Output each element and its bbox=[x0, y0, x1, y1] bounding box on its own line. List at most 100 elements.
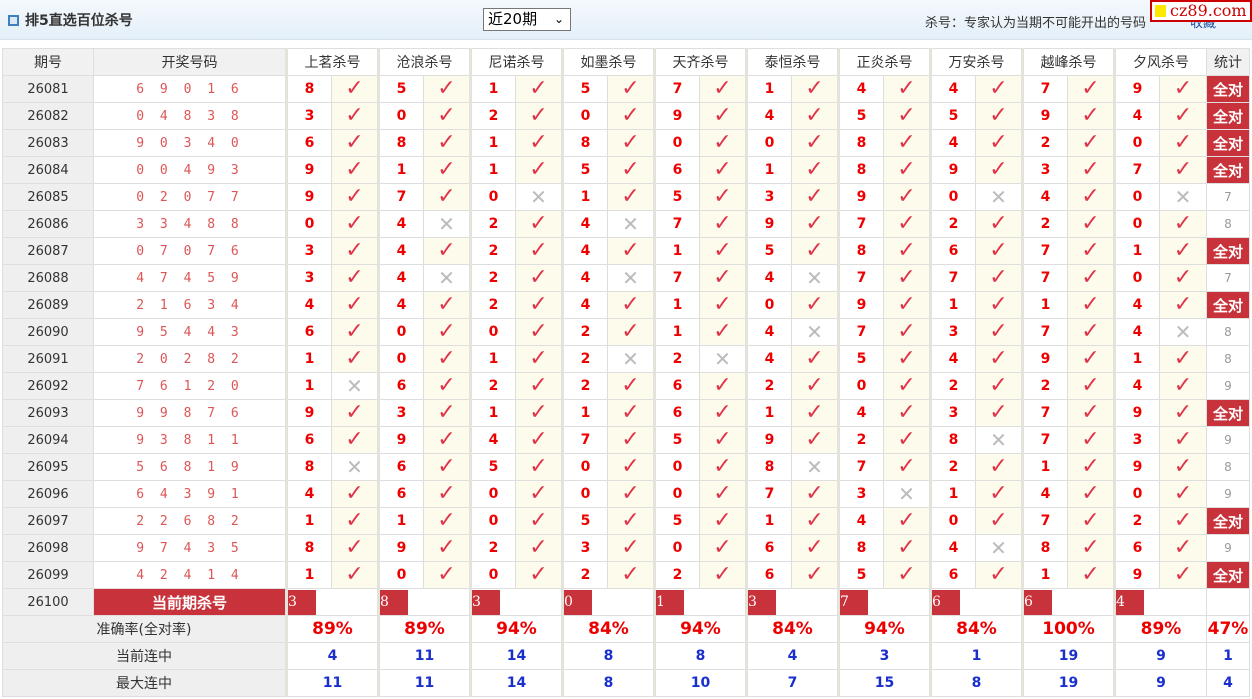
kill-number: 1 bbox=[285, 561, 332, 589]
kill-number: 0 bbox=[561, 480, 608, 508]
result-cell: ✓ bbox=[423, 345, 471, 373]
summary-value: 89% bbox=[1113, 615, 1207, 643]
current-kill-number: 1 bbox=[657, 589, 684, 615]
kill-number: 1 bbox=[469, 129, 516, 157]
check-icon: ✓ bbox=[621, 373, 640, 398]
check-icon: ✓ bbox=[345, 481, 364, 506]
draw-numbers: 0 2 0 7 7 bbox=[93, 183, 287, 211]
check-icon: ✓ bbox=[345, 562, 364, 587]
result-cell: ✓ bbox=[607, 561, 655, 589]
top-bar: 排5直选百位杀号 近20期 ⌄ 杀号：专家认为当期不可能开出的号码 收藏 cz89… bbox=[0, 0, 1252, 40]
kill-number: 2 bbox=[653, 561, 700, 589]
kill-number: 6 bbox=[285, 426, 332, 454]
result-cell: ✓ bbox=[607, 129, 655, 157]
check-icon: ✓ bbox=[1081, 211, 1100, 236]
kill-number: 4 bbox=[377, 237, 424, 265]
summary-value: 100% bbox=[1021, 615, 1115, 643]
check-icon: ✓ bbox=[621, 427, 640, 452]
check-icon: ✓ bbox=[1173, 265, 1193, 290]
kill-number: 0 bbox=[745, 291, 792, 319]
result-cell: ✓ bbox=[1159, 210, 1207, 238]
check-icon: ✓ bbox=[345, 292, 364, 317]
issue-number: 26086 bbox=[2, 210, 94, 238]
check-icon: ✓ bbox=[805, 373, 824, 398]
draw-numbers: 6 4 3 9 1 bbox=[93, 480, 287, 508]
result-cell: ✓ bbox=[1159, 291, 1207, 319]
table-row: 26082 0 4 8 3 8 3 ✓ 0 ✓ 2 ✓ 0 ✓ 9 ✓ 4 ✓ 5 ✓ 5 ✓ 9 ✓ 4 ✓ 全对 bbox=[2, 102, 1250, 130]
current-kill-number: 8 bbox=[381, 589, 408, 615]
result-cell: ✓ bbox=[423, 372, 471, 400]
result-cell: ✓ bbox=[975, 345, 1023, 373]
result-cell: ✓ bbox=[883, 183, 931, 211]
header-expert: 泰恒杀号 bbox=[745, 48, 839, 76]
result-cell: ✓ bbox=[331, 534, 379, 562]
table-row: 26083 9 0 3 4 0 6 ✓ 8 ✓ 1 ✓ 8 ✓ 0 ✓ 0 ✓ 8 ✓ 4 ✓ 2 ✓ 0 ✓ 全对 bbox=[2, 129, 1250, 157]
summary-value: 84% bbox=[929, 615, 1023, 643]
kill-number: 1 bbox=[929, 480, 976, 508]
table-row: 26097 2 2 6 8 2 1 ✓ 1 ✓ 0 ✓ 5 ✓ 5 ✓ 1 ✓ 4 ✓ 0 ✓ 7 ✓ 2 ✓ 全对 bbox=[2, 507, 1250, 535]
kill-number: 5 bbox=[469, 453, 516, 481]
kill-number: 7 bbox=[745, 480, 792, 508]
kill-number: 2 bbox=[469, 210, 516, 238]
result-cell: ✓ bbox=[1067, 453, 1115, 481]
kill-number: 0 bbox=[469, 480, 516, 508]
result-cell: ✓ bbox=[1067, 345, 1115, 373]
cross-icon: ✕ bbox=[346, 455, 363, 479]
kill-number: 1 bbox=[377, 156, 424, 184]
result-cell: ✓ bbox=[699, 480, 747, 508]
result-cell: ✓ bbox=[331, 102, 379, 130]
site-logo[interactable]: cz89.com bbox=[1150, 0, 1252, 22]
check-icon: ✓ bbox=[1173, 562, 1193, 587]
result-cell: ✓ bbox=[883, 291, 931, 319]
result-cell: ✓ bbox=[699, 264, 747, 292]
result-cell: ✓ bbox=[423, 237, 471, 265]
header-expert: 上茗杀号 bbox=[285, 48, 379, 76]
kill-number: 4 bbox=[469, 426, 516, 454]
kill-number: 5 bbox=[929, 102, 976, 130]
summary-value: 19 bbox=[1021, 669, 1115, 697]
header-expert: 如墨杀号 bbox=[561, 48, 655, 76]
kill-number: 2 bbox=[469, 264, 516, 292]
result-cell: ✓ bbox=[791, 480, 839, 508]
result-cell: ✓ bbox=[607, 156, 655, 184]
result-cell: ✓ bbox=[975, 102, 1023, 130]
check-icon: ✓ bbox=[1173, 508, 1193, 533]
check-icon: ✓ bbox=[713, 562, 732, 587]
result-cell: ✓ bbox=[699, 318, 747, 346]
result-cell: ✓ bbox=[791, 507, 839, 535]
result-cell: ✓ bbox=[423, 129, 471, 157]
check-icon: ✓ bbox=[713, 76, 732, 101]
result-cell: ✕ bbox=[607, 345, 655, 373]
kill-number: 1 bbox=[745, 75, 792, 103]
result-cell: ✓ bbox=[791, 237, 839, 265]
kill-number: 2 bbox=[561, 561, 608, 589]
result-cell: ✕ bbox=[515, 183, 563, 211]
check-icon: ✓ bbox=[897, 184, 916, 209]
result-cell: ✓ bbox=[883, 156, 931, 184]
result-cell: ✕ bbox=[975, 534, 1023, 562]
kill-number: 2 bbox=[1113, 507, 1160, 535]
check-icon: ✓ bbox=[437, 292, 456, 317]
current-kill-number: 4 bbox=[1117, 589, 1144, 615]
kill-number: 7 bbox=[837, 453, 884, 481]
cross-icon: ✕ bbox=[806, 455, 823, 479]
draw-numbers: 4 2 4 1 4 bbox=[93, 561, 287, 589]
check-icon: ✓ bbox=[1173, 76, 1193, 101]
kill-number: 1 bbox=[285, 507, 332, 535]
header-issue: 期号 bbox=[2, 48, 94, 76]
kill-number: 1 bbox=[653, 237, 700, 265]
result-cell: ✓ bbox=[607, 291, 655, 319]
check-icon: ✓ bbox=[713, 103, 732, 128]
kill-number: 7 bbox=[561, 426, 608, 454]
result-cell: ✓ bbox=[883, 75, 931, 103]
result-cell: ✕ bbox=[607, 264, 655, 292]
check-icon: ✓ bbox=[1173, 238, 1193, 263]
check-icon: ✓ bbox=[897, 454, 916, 479]
check-icon: ✓ bbox=[1173, 535, 1193, 560]
check-icon: ✓ bbox=[713, 319, 732, 344]
cross-icon: ✕ bbox=[1174, 320, 1192, 344]
check-icon: ✓ bbox=[437, 481, 456, 506]
summary-value: 14 bbox=[469, 669, 563, 697]
check-icon: ✓ bbox=[1081, 346, 1100, 371]
period-select[interactable]: 近20期 ⌄ bbox=[483, 8, 571, 31]
